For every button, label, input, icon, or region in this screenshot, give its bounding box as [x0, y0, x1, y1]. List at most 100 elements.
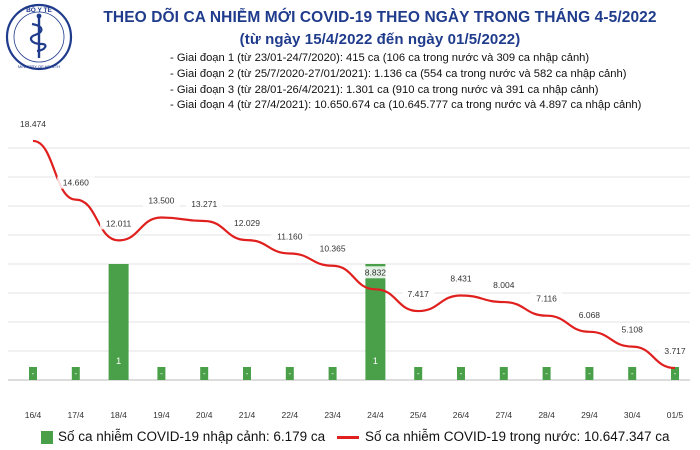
data-label-bg	[402, 288, 435, 301]
data-label: 12.029	[234, 218, 260, 228]
chart-subtitle: (từ ngày 15/4/2022 đến ngày 01/5/2022)	[239, 31, 521, 48]
x-tick-label: 20/4	[196, 410, 213, 420]
domestic-cases-line	[32, 139, 676, 370]
x-tick-label: 27/4	[496, 410, 513, 420]
x-tick-label: 22/4	[282, 410, 299, 420]
x-tick-label: 17/4	[68, 410, 85, 420]
phase-item: Giai đoạn 3 (từ 28/01-26/4/2021): 1.301 …	[170, 83, 690, 99]
import-bar	[328, 367, 337, 380]
data-label: 5.108	[622, 325, 644, 335]
x-tick-label: 21/4	[239, 410, 256, 420]
import-bar	[414, 367, 423, 380]
data-label: 14.660	[63, 178, 89, 188]
import-bar	[457, 367, 465, 380]
x-tick-label: 24/4	[367, 410, 384, 420]
import-bar-label: -	[160, 369, 163, 378]
import-bar	[365, 264, 386, 380]
data-label: 13.500	[148, 195, 174, 205]
data-label-bg	[573, 308, 606, 321]
phase-item: Giai đoạn 2 (từ 25/7/2020-27/01/2021): 1…	[170, 67, 690, 83]
import-bar	[585, 367, 594, 380]
svg-text:BỘ Y TẾ: BỘ Y TẾ	[26, 4, 52, 14]
phase-item: Giai đoạn 4 (từ 27/4/2021): 10.650.674 c…	[170, 98, 690, 114]
data-label-bg	[530, 292, 563, 305]
data-label-bg	[271, 230, 309, 243]
import-bar	[157, 367, 166, 380]
x-tick-label: 29/4	[581, 410, 598, 420]
data-label: 10.365	[320, 244, 346, 254]
x-tick-label: 19/4	[153, 410, 170, 420]
import-bar-label: -	[545, 369, 548, 378]
import-bar-label: -	[417, 369, 420, 378]
data-label-bg	[185, 198, 223, 211]
import-bar	[71, 367, 80, 380]
data-label-bg	[57, 176, 95, 189]
x-axis: 16/4 17/4 18/4 19/4 20/4 21/4 22/4 23/4 24/4 25/4…	[25, 410, 684, 420]
data-label: 13.271	[191, 199, 217, 209]
import-bar	[243, 367, 251, 380]
phase-item: Giai đoạn 1 (từ 23/01-24/7/2020): 415 ca…	[170, 51, 690, 67]
import-bar	[542, 367, 551, 380]
import-bar-label: -	[631, 369, 634, 378]
ministry-of-health-logo: BỘ Y TẾ MINISTRY OF HEALTH	[5, 3, 73, 71]
x-tick-label: 18/4	[110, 410, 127, 420]
data-label-bg	[314, 242, 352, 255]
data-label: 3.717	[664, 346, 686, 356]
import-bar-label: -	[674, 369, 677, 378]
data-label: 8.832	[365, 267, 387, 277]
import-bar	[628, 367, 637, 380]
data-label-bg	[487, 279, 520, 292]
legend-line-label: Số ca nhiễm COVID-19 trong nước: 10.647.…	[365, 429, 670, 444]
data-label-bg	[14, 117, 52, 130]
import-cases-bars: - - 1 - - - - - 1 - - - - - - -	[29, 264, 679, 380]
legend-bar-label: Số ca nhiễm COVID-19 nhập cảnh: 6.179 ca	[58, 429, 326, 444]
x-tick-label: 28/4	[538, 410, 555, 420]
import-bar-label: 1	[116, 356, 121, 366]
import-bar-label: -	[288, 369, 291, 378]
import-bar-label: 1	[373, 356, 378, 366]
data-label: 7.417	[408, 289, 430, 299]
x-tick-label: 16/4	[25, 410, 42, 420]
import-bar-label: -	[203, 369, 206, 378]
import-bar-label: -	[74, 369, 77, 378]
x-tick-label: 30/4	[624, 410, 641, 420]
data-label: 8.431	[450, 273, 472, 283]
import-bar	[29, 367, 37, 380]
data-label-bg	[445, 272, 477, 285]
x-tick-label: 25/4	[410, 410, 427, 420]
import-bar-label: -	[246, 369, 249, 378]
import-bar-label: -	[32, 369, 35, 378]
data-label-bg	[616, 323, 649, 336]
phase-summary-list: Giai đoạn 1 (từ 23/01-24/7/2020): 415 ca…	[170, 51, 690, 114]
domestic-cases-path	[32, 139, 676, 370]
chart-legend: Số ca nhiễm COVID-19 nhập cảnh: 6.179 ca…	[0, 428, 700, 450]
data-label-bg	[100, 217, 138, 230]
import-bar-label: -	[502, 369, 505, 378]
import-bar	[108, 264, 129, 380]
data-label: 6.068	[579, 310, 601, 320]
import-bar	[200, 367, 209, 380]
data-label: 18.474	[20, 119, 46, 129]
x-tick-label: 23/4	[324, 410, 341, 420]
data-labels: 18.474 14.660 12.011 13.500 13.271 12.029 11.1…	[14, 117, 691, 357]
data-label-bg	[228, 217, 266, 230]
svg-text:MINISTRY OF HEALTH: MINISTRY OF HEALTH	[18, 64, 60, 69]
data-label: 11.160	[277, 231, 303, 241]
data-label-bg	[142, 194, 180, 207]
data-label-bg	[359, 266, 392, 279]
import-bar-label: -	[460, 369, 463, 378]
data-label: 12.011	[106, 218, 132, 228]
chart-title: THEO DÕI CA NHIỄM MỚI COVID-19 THEO NGÀY…	[103, 9, 657, 26]
x-tick-label: 26/4	[453, 410, 470, 420]
data-label: 7.116	[536, 294, 557, 304]
import-bar	[671, 367, 679, 380]
legend-bar-swatch	[41, 431, 53, 444]
legend-line-swatch	[337, 436, 359, 439]
x-tick-label: 01/5	[667, 410, 684, 420]
import-bar-label: -	[331, 369, 334, 378]
import-bar	[285, 367, 294, 380]
data-label: 8.004	[493, 280, 515, 290]
import-bar-label: -	[588, 369, 591, 378]
data-label-bg	[659, 345, 691, 357]
